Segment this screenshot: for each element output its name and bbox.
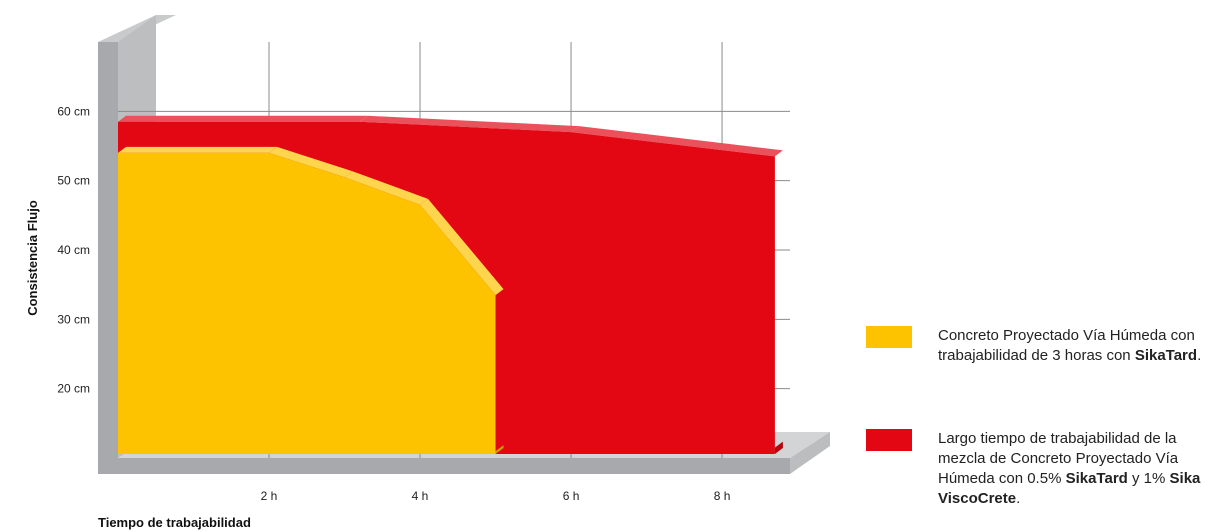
data-areas xyxy=(118,116,783,454)
y-tick-label: 20 cm xyxy=(57,382,90,396)
legend-text-part: . xyxy=(1197,347,1201,364)
legend-text-part: y 1% xyxy=(1128,470,1170,487)
area-bevel xyxy=(118,147,277,153)
legend-text-part: SikaTard xyxy=(1135,347,1197,364)
y-tick-label: 40 cm xyxy=(57,243,90,257)
legend-text-part: SikaTard xyxy=(1066,470,1128,487)
legend-text-yellow: Concreto Proyectado Vía Húmeda con traba… xyxy=(938,326,1228,366)
y-axis-title: Consistencia Flujo xyxy=(25,200,40,316)
area-bevel xyxy=(118,116,368,122)
y-tick-labels: 20 cm 30 cm 40 cm 50 cm 60 cm xyxy=(57,104,90,395)
x-tick-label: 2 h xyxy=(261,489,278,503)
legend-text-red: Largo tiempo de trabajabilidad de la mez… xyxy=(938,429,1228,509)
x-axis-title: Tiempo de trabajabilidad xyxy=(98,515,251,530)
legend-text-part: . xyxy=(1016,490,1020,507)
back-wall-face xyxy=(98,42,118,474)
legend-swatch-yellow xyxy=(866,326,912,348)
x-tick-label: 8 h xyxy=(714,489,731,503)
x-tick-labels: 2 h 4 h 6 h 8 h xyxy=(261,489,731,503)
y-tick-label: 60 cm xyxy=(57,104,90,118)
y-tick-label: 30 cm xyxy=(57,312,90,326)
floor-front xyxy=(98,458,790,474)
legend-swatch-red xyxy=(866,429,912,451)
x-tick-label: 4 h xyxy=(412,489,429,503)
y-tick-label: 50 cm xyxy=(57,174,90,188)
x-tick-label: 6 h xyxy=(563,489,580,503)
